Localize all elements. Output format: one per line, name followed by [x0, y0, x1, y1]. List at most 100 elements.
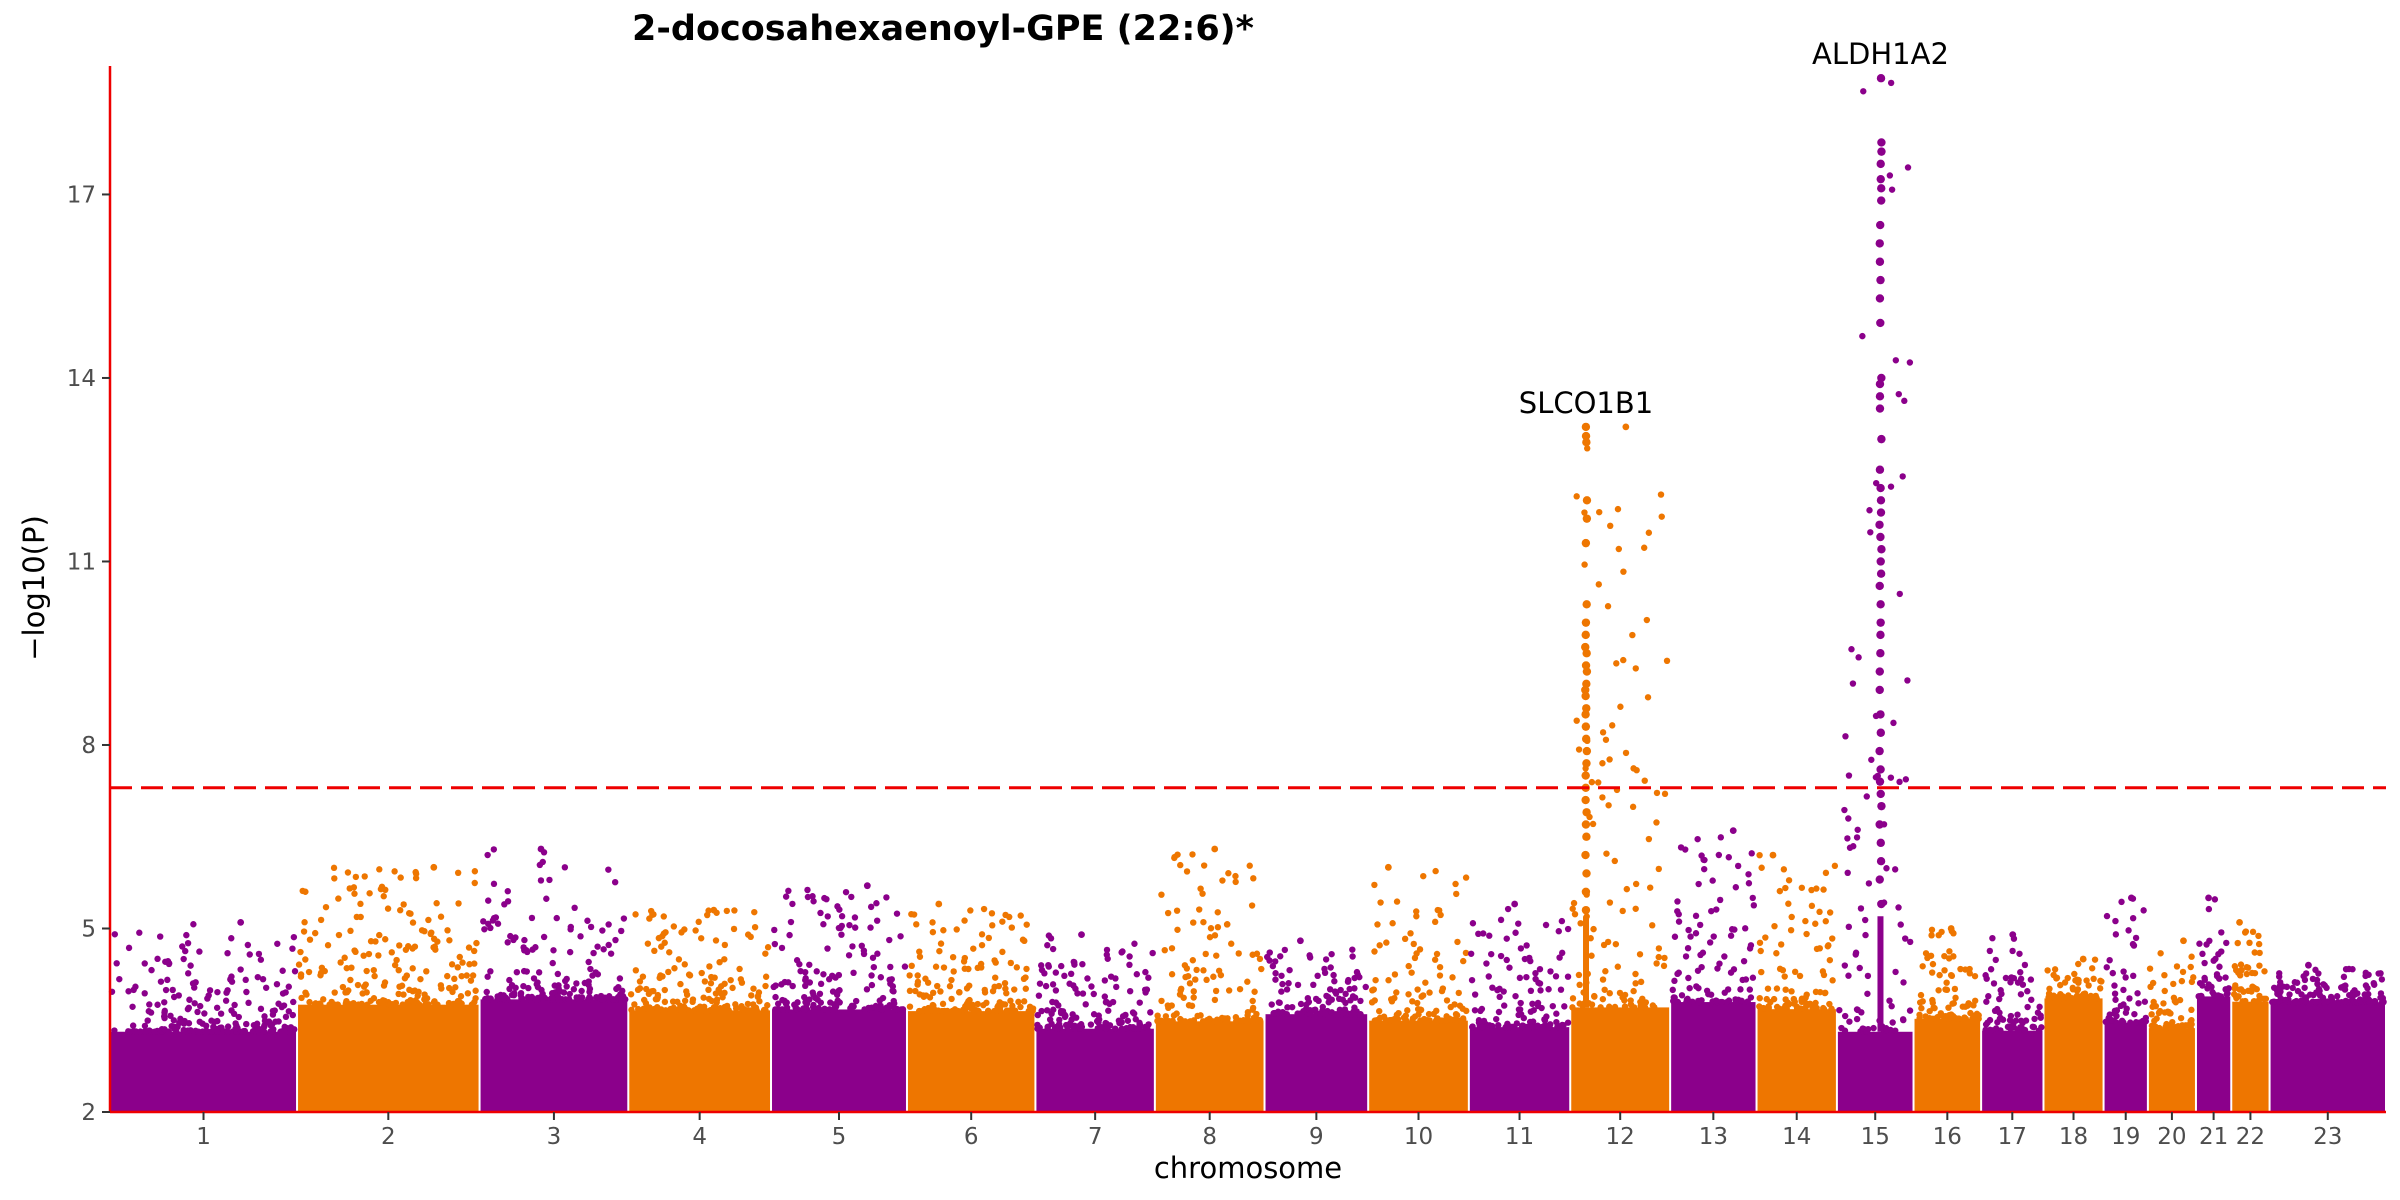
snp-point [1845, 772, 1853, 779]
snp-point [2155, 1009, 2163, 1017]
snp-point [916, 948, 923, 955]
snp-point [1079, 960, 1086, 968]
snp-point [1745, 871, 1752, 878]
snp-point [125, 944, 133, 952]
snp-point [883, 1004, 890, 1011]
snp-point [2021, 961, 2029, 969]
snp-point [409, 919, 417, 926]
snp-point [2083, 977, 2090, 984]
snp-point [627, 991, 635, 998]
snp-point [1181, 962, 1189, 969]
snp-point [279, 967, 286, 974]
snp-point [1317, 1010, 1324, 1018]
snp-point [395, 990, 402, 998]
snp-point [1126, 953, 1133, 960]
snp-point [2053, 974, 2061, 982]
x-tick-label: 8 [1202, 1124, 1217, 1150]
snp-point [1017, 1003, 1024, 1011]
snp-point [2316, 987, 2323, 995]
peak-snp-point [1582, 437, 1591, 447]
snp-point [2098, 978, 2105, 985]
snp-point [2012, 1017, 2020, 1024]
snp-point [1218, 1014, 1226, 1022]
snp-point [563, 975, 570, 983]
snp-point [431, 998, 438, 1005]
snp-point [2170, 980, 2177, 988]
snp-point [348, 964, 355, 971]
snp-point [1859, 332, 1866, 340]
snp-point [869, 954, 877, 961]
snp-point [554, 970, 562, 978]
snp-point [2059, 995, 2067, 1002]
snp-point [343, 964, 350, 972]
snp-point [1132, 1016, 1139, 1023]
snp-point [929, 989, 937, 997]
snp-point [1207, 925, 1215, 932]
snp-point [985, 1007, 992, 1015]
snp-point [671, 965, 678, 972]
snp-point [1353, 968, 1361, 976]
snp-point [2017, 991, 2025, 998]
snp-point [289, 945, 296, 952]
snp-point [342, 1000, 350, 1007]
snp-point [499, 994, 506, 1002]
snp-point [345, 987, 352, 994]
snp-point [1603, 850, 1610, 857]
peak-snp-point [1581, 630, 1590, 640]
peak-snp-point [1875, 257, 1885, 266]
snp-point [1689, 998, 1696, 1006]
snp-point [1902, 776, 1910, 783]
snp-point [1105, 1007, 1112, 1014]
snp-point [1988, 1027, 1995, 1034]
snp-point [835, 971, 843, 979]
snp-point [406, 986, 413, 994]
snp-point [508, 981, 516, 989]
snp-point [1970, 1002, 1977, 1009]
snp-point [966, 982, 973, 989]
snp-point [674, 998, 681, 1005]
snp-point [1575, 746, 1583, 753]
snp-point [272, 1018, 279, 1025]
snp-point [829, 972, 836, 979]
snp-point [1213, 1018, 1220, 1025]
snp-point [455, 900, 462, 907]
snp-point [1769, 851, 1777, 859]
snp-point [2007, 979, 2014, 986]
x-axis-label: chromosome [1154, 1151, 1342, 1185]
snp-point [820, 1006, 828, 1013]
snp-point [1436, 963, 1444, 971]
snp-point [1512, 992, 1519, 1000]
snp-point [2231, 985, 2238, 992]
snp-point [151, 1028, 158, 1035]
snp-point [2088, 965, 2096, 972]
snp-point [1103, 951, 1111, 958]
chromosome-18-point-band [2044, 998, 2103, 1112]
snp-point [615, 983, 622, 991]
chart-title: 2-docosahexaenoyl-GPE (22:6)* [632, 9, 1254, 49]
peak-snp-point [1876, 789, 1885, 799]
snp-point [1479, 930, 1487, 937]
snp-point [484, 973, 491, 980]
snp-point [783, 999, 790, 1006]
snp-point [1310, 981, 1317, 989]
snp-point [1268, 1001, 1275, 1008]
snp-point [1888, 1003, 1895, 1010]
snp-point [363, 967, 370, 975]
snp-point [1643, 616, 1651, 624]
snp-point [2241, 929, 2249, 936]
snp-point [850, 1003, 857, 1010]
snp-point [810, 898, 817, 905]
snp-point [418, 927, 426, 934]
snp-point [923, 1007, 930, 1014]
snp-point [1916, 999, 1924, 1006]
snp-point [1410, 940, 1417, 948]
snp-point [1917, 991, 1925, 999]
snp-point [1047, 935, 1055, 942]
snp-point [1836, 1006, 1843, 1014]
snp-point [289, 1011, 296, 1019]
snp-point [1431, 956, 1439, 963]
snp-point [1296, 937, 1304, 945]
snp-point [290, 998, 297, 1006]
snp-point [1280, 1009, 1287, 1017]
snp-point [144, 1017, 151, 1024]
